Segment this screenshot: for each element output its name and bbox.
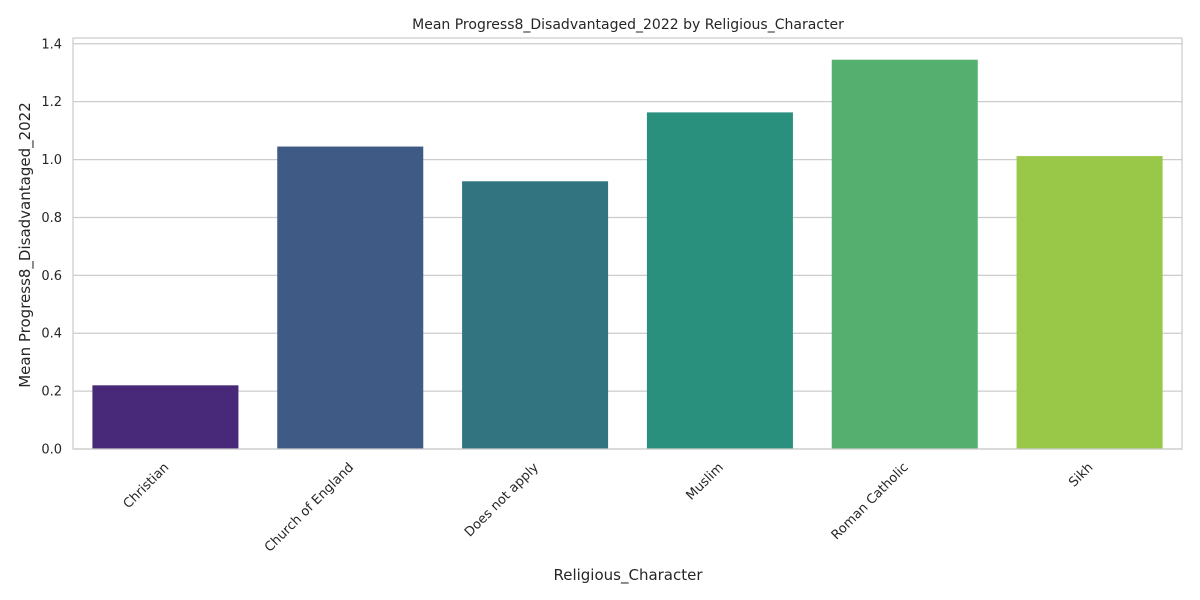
y-axis-label: Mean Progress8_Disadvantaged_2022 [16, 102, 35, 388]
y-tick-label: 0.0 [41, 443, 62, 458]
y-tick-labels: 0.0 0.2 0.4 0.6 0.8 1.0 1.2 1.4 [41, 37, 62, 457]
y-tick-label: 1.4 [41, 37, 62, 52]
x-tick-label: Church of England [262, 460, 357, 555]
x-tick-label: Roman Catholic [829, 460, 912, 543]
x-tick-label: Does not apply [462, 460, 542, 540]
plot-area-frame [72, 37, 1183, 450]
bar-muslim [646, 112, 793, 450]
x-tick-label: Christian [121, 460, 173, 512]
bar-church-of-england [277, 146, 424, 449]
chart-title: Mean Progress8_Disadvantaged_2022 by Rel… [412, 17, 844, 33]
y-tick-label: 1.0 [41, 153, 62, 168]
bar-sikh [1016, 156, 1163, 449]
bar-does-not-apply [462, 181, 609, 450]
y-tick-label: 0.4 [41, 327, 62, 342]
y-tick-label: 0.8 [41, 211, 62, 226]
x-tick-label: Sikh [1066, 460, 1096, 490]
y-tick-label: 1.2 [41, 95, 62, 110]
y-tick-label: 0.2 [41, 385, 62, 400]
bar-roman-catholic [831, 59, 978, 450]
gridlines [73, 43, 1182, 450]
bars [92, 59, 1163, 450]
bar-christian [92, 385, 239, 449]
y-tick-label: 0.6 [41, 269, 62, 284]
x-tick-labels: Christian Church of England Does not apply… [121, 460, 1097, 555]
x-axis-label: Religious_Character [553, 566, 703, 585]
x-tick-label: Muslim [684, 460, 727, 503]
